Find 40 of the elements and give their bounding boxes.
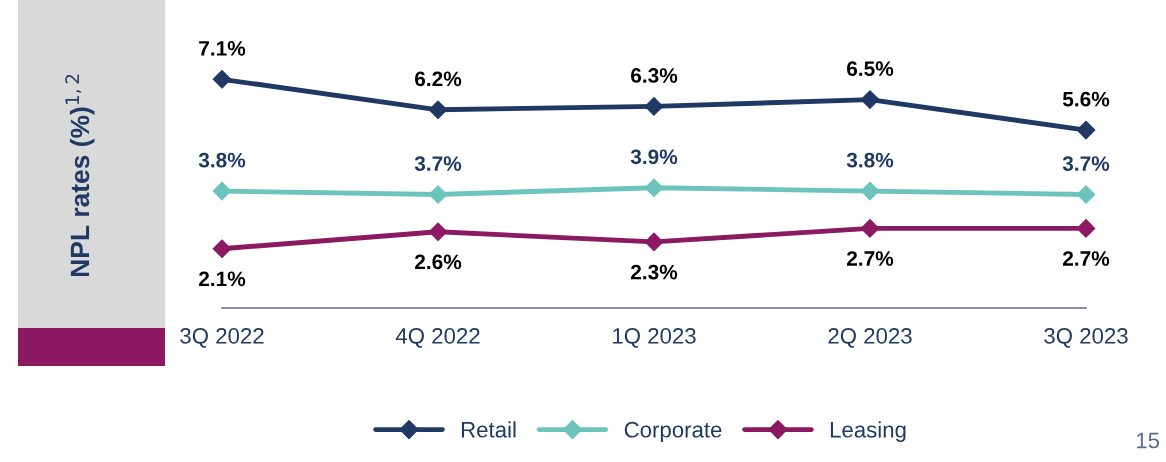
data-label: 2.6%: [414, 254, 462, 270]
legend-label: Corporate: [624, 421, 722, 442]
point: [1076, 120, 1096, 140]
data-label: 3.9%: [630, 149, 678, 165]
legend-label: Leasing: [830, 421, 906, 442]
data-label: 6.3%: [631, 68, 678, 83]
point: [860, 219, 880, 238]
data-label: 3.7%: [1062, 156, 1110, 171]
data-label: 7.1%: [199, 41, 246, 56]
data-label: 6.2%: [415, 71, 462, 87]
point: [644, 97, 664, 116]
point: [1076, 219, 1096, 238]
point: [212, 69, 232, 89]
data-label: 5.6%: [1062, 91, 1110, 107]
point: [212, 181, 232, 201]
x-tick-label: 3Q 2022: [180, 328, 264, 348]
x-tick-label: 4Q 2022: [395, 328, 480, 348]
point: [644, 178, 664, 198]
data-label: 3.8%: [198, 152, 246, 168]
point: [644, 232, 664, 252]
x-tick-label: 2Q 2023: [828, 328, 912, 348]
text: 15: [1136, 432, 1160, 449]
point: [428, 185, 448, 204]
legend-label: Retail: [461, 421, 516, 438]
data-label: 2.1%: [198, 271, 246, 287]
point: [428, 100, 448, 120]
data-label: 6.5%: [847, 61, 894, 77]
data-label: 2.7%: [1062, 251, 1110, 266]
point: [860, 90, 880, 109]
point: [1076, 185, 1096, 204]
point: [212, 239, 232, 259]
data-label: 2.7%: [846, 251, 894, 266]
point: [428, 222, 448, 242]
data-label: 3.8%: [846, 152, 894, 168]
x-tick-label: 1Q 2023: [613, 328, 696, 348]
point: [860, 181, 880, 201]
y-axis-title: NPL rates (%)$^{1,2}$: [65, 74, 95, 277]
x-tick-label: 3Q 2023: [1044, 328, 1128, 348]
data-label: 3.7%: [414, 156, 462, 171]
data-label: 2.3%: [630, 264, 678, 280]
